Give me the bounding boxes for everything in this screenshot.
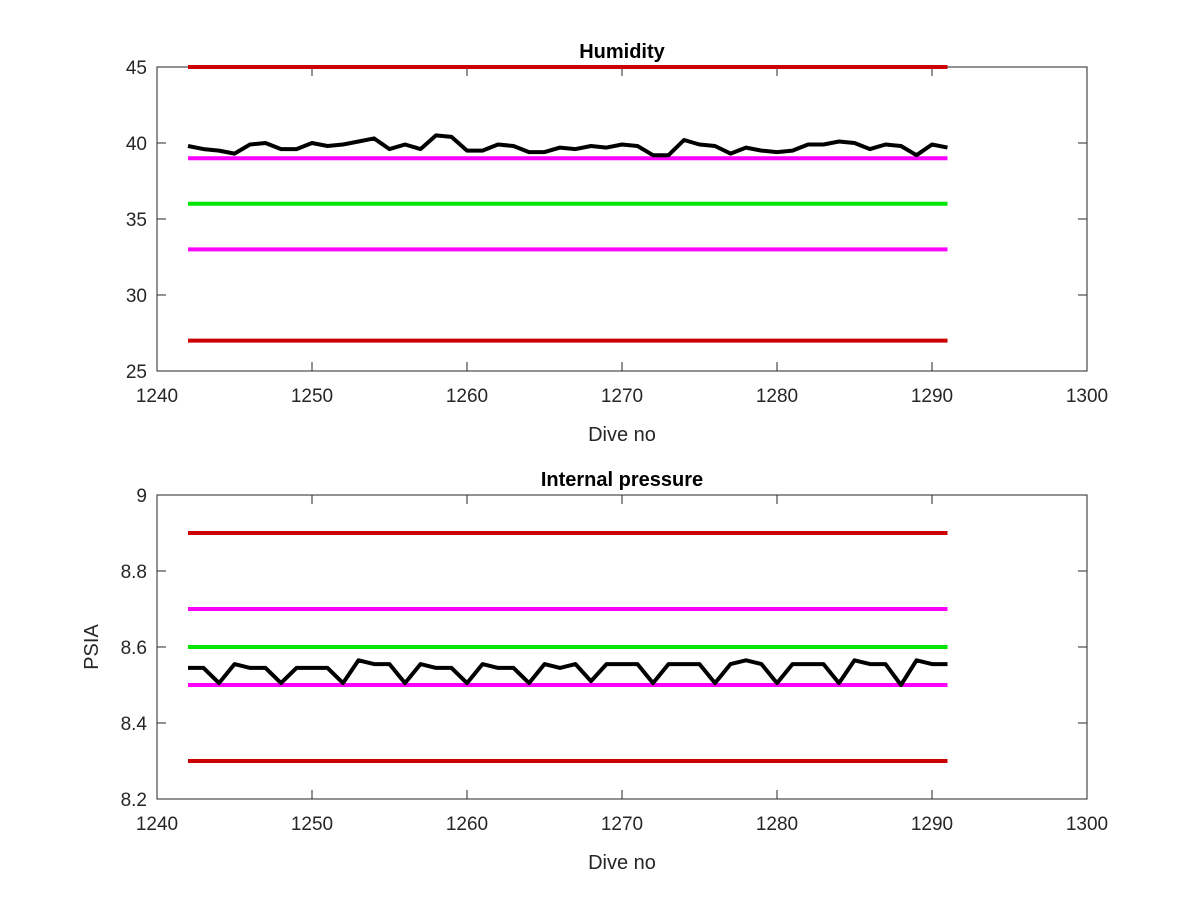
pressure-chart-title: Internal pressure [541, 469, 703, 491]
pressure-x-tick-label: 1250 [291, 814, 333, 835]
humidity-x-tick-label: 1260 [446, 386, 488, 407]
humidity-x-tick-label: 1270 [601, 386, 643, 407]
humidity-y-tick-label: 25 [126, 362, 147, 383]
pressure-x-tick-label: 1270 [601, 814, 643, 835]
humidity-chart-title: Humidity [579, 41, 665, 63]
pressure-x-tick-label: 1290 [911, 814, 953, 835]
humidity-x-tick-label: 1250 [291, 386, 333, 407]
pressure-y-tick-label: 8.6 [121, 638, 147, 659]
pressure-data-series [188, 658, 948, 687]
humidity-x-axis-label: Dive no [588, 424, 656, 446]
humidity-x-tick-label: 1280 [756, 386, 798, 407]
humidity-x-tick-label: 1290 [911, 386, 953, 407]
humidity-axes-box [156, 66, 1088, 372]
humidity-x-tick-label: 1240 [136, 386, 178, 407]
pressure-x-tick-label: 1240 [136, 814, 178, 835]
pressure-x-tick-label: 1280 [756, 814, 798, 835]
pressure-x-tick-label: 1260 [446, 814, 488, 835]
humidity-x-tick-label: 1300 [1066, 386, 1108, 407]
humidity-y-tick-label: 30 [126, 286, 147, 307]
pressure-y-axis-label: PSIA [81, 624, 103, 670]
pressure-x-axis-label: Dive no [588, 852, 656, 874]
humidity-y-tick-label: 35 [126, 210, 147, 231]
pressure-y-tick-label: 8.8 [121, 562, 147, 583]
pressure-y-tick-label: 8.2 [121, 790, 147, 811]
pressure-y-tick-label: 8.4 [121, 714, 148, 735]
humidity-chart: 1240 1250 1260 1270 1280 1290 1300 25 30 35 40 45 Hu… [126, 41, 1108, 446]
pressure-x-tick-label: 1300 [1066, 814, 1108, 835]
internal-pressure-chart: 1240 1250 1260 1270 1280 1290 1300 8.2 8.4 8.6 8.8… [81, 469, 1108, 874]
pressure-y-tick-label: 9 [136, 486, 147, 507]
humidity-y-tick-label: 45 [126, 58, 147, 79]
humidity-y-tick-label: 40 [126, 134, 147, 155]
humidity-data-series [187, 133, 948, 158]
